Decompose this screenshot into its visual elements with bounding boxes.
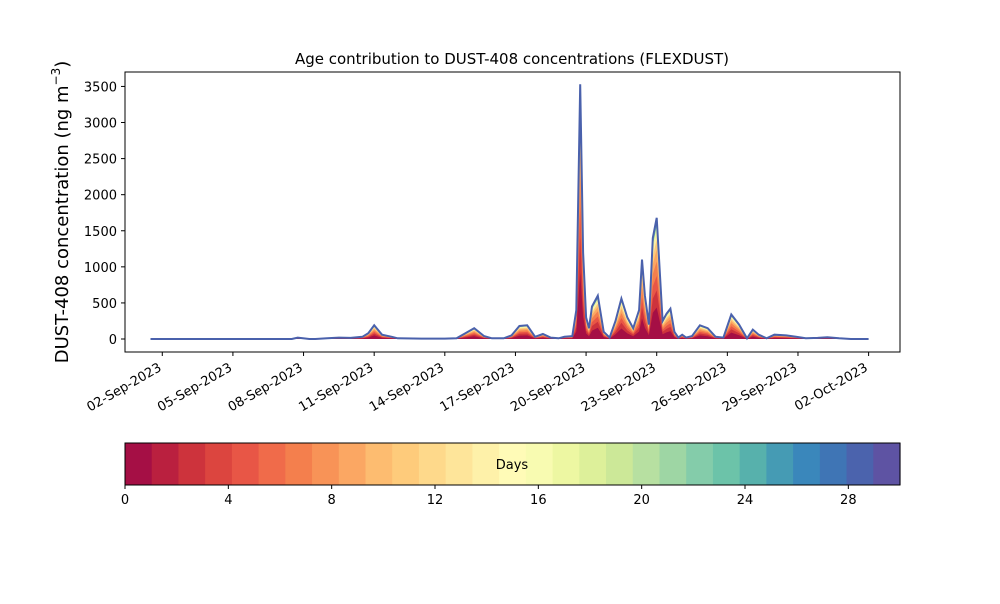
colorbar-frame: [124, 442, 901, 486]
y-axis-label-exponent: −3: [49, 68, 63, 86]
y-axis: 0 500 1000 1500 2000 2500 3000 3500: [84, 80, 125, 348]
colorbar-axis: 0 4 8 12 16 20 24 28: [121, 485, 857, 508]
plot-area: [150, 84, 869, 341]
colorbar-swatch: [365, 443, 393, 485]
colorbar-swatch: [205, 443, 233, 485]
colorbar-label: Days: [496, 458, 529, 473]
colorbar-swatch: [312, 443, 340, 485]
y-axis-label: DUST-408 concentration (ng m−3): [49, 61, 73, 364]
colorbar-swatch: [125, 443, 153, 485]
colorbar-swatch: [418, 443, 447, 485]
y-tick-label: 1500: [84, 225, 117, 240]
y-tick-label: 2500: [84, 153, 117, 168]
colorbar-swatch: [686, 443, 714, 485]
colorbar-tick-label: 8: [328, 493, 336, 508]
y-tick-label: 3500: [84, 80, 117, 95]
colorbar-tick-label: 20: [633, 493, 650, 508]
y-axis-label-close: ): [52, 61, 73, 68]
y-tick-label: 2000: [84, 189, 117, 204]
colorbar-swatch: [258, 443, 286, 485]
colorbar-swatch: [392, 443, 420, 485]
colorbar-swatch: [231, 443, 260, 485]
colorbar-swatch: [739, 443, 767, 485]
colorbar-swatch: [632, 443, 661, 485]
colorbar-tick-label: 24: [737, 493, 754, 508]
colorbar-swatch: [472, 443, 500, 485]
colorbar-swatch: [499, 443, 527, 485]
colorbar-swatch: [445, 443, 474, 485]
colorbar-swatch: [151, 443, 180, 485]
colorbar-tick-label: 0: [121, 493, 129, 508]
colorbar-tick-label: 16: [530, 493, 547, 508]
colorbar-swatch: [712, 443, 741, 485]
plot-frame: [124, 71, 901, 353]
colorbar-swatch: [338, 443, 367, 485]
colorbar-swatch: [659, 443, 687, 485]
colorbar-swatch: [873, 443, 901, 485]
colorbar-swatch: [552, 443, 580, 485]
colorbar-tick-label: 4: [224, 493, 232, 508]
colorbar-swatch: [819, 443, 848, 485]
y-tick-label: 3000: [84, 117, 117, 132]
colorbar-tick-label: 12: [427, 493, 444, 508]
y-tick-label: 0: [109, 333, 117, 348]
y-tick-label: 1000: [84, 261, 117, 276]
colorbar-swatch: [525, 443, 554, 485]
total-concentration-line: [150, 84, 869, 341]
colorbar-swatch: [766, 443, 794, 485]
colorbar-swatch: [178, 443, 206, 485]
colorbar-swatch: [793, 443, 821, 485]
colorbar-swatch: [285, 443, 313, 485]
colorbar-swatch: [606, 443, 634, 485]
colorbar-tick-label: 28: [840, 493, 857, 508]
y-axis-label-main: DUST-408 concentration (ng m: [52, 85, 73, 363]
colorbar: [125, 443, 901, 485]
colorbar-swatch: [846, 443, 874, 485]
colorbar-swatch: [579, 443, 607, 485]
chart-title: Age contribution to DUST-408 concentrati…: [295, 50, 729, 68]
y-tick-label: 500: [92, 297, 117, 312]
